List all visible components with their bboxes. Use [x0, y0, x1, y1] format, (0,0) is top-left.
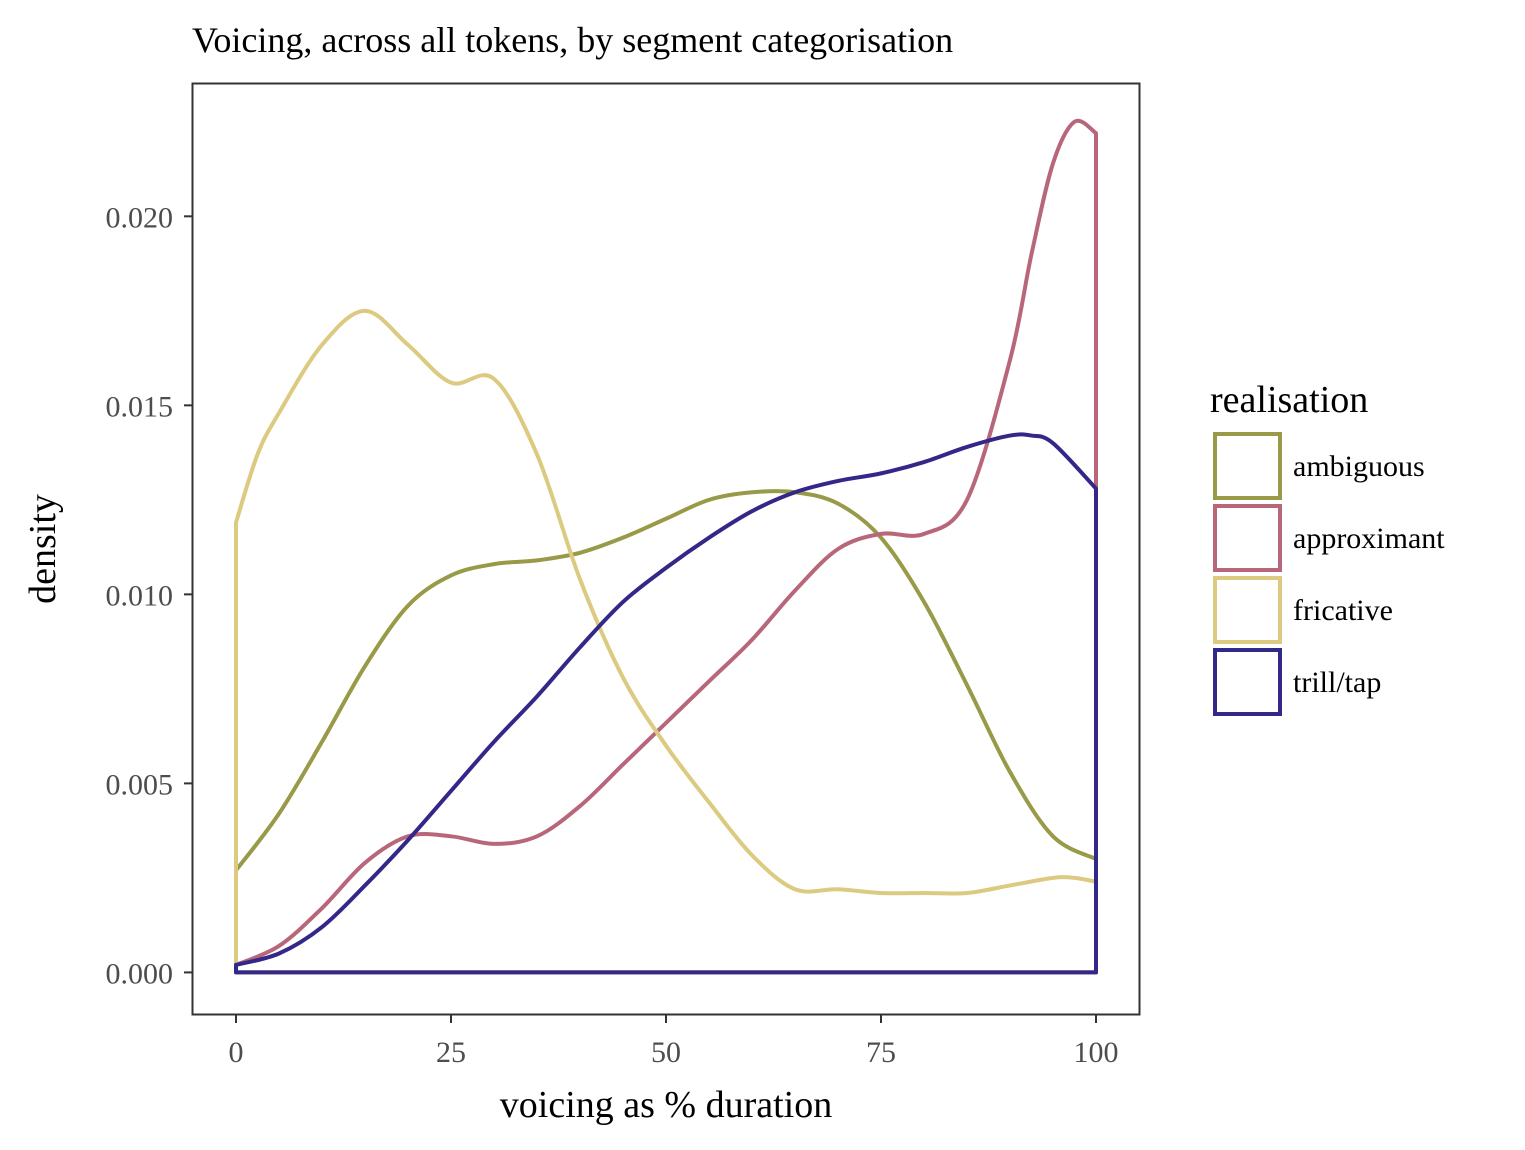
series-fricative-line [234, 308, 1098, 975]
x-axis-title: voicing as % duration [500, 1084, 832, 1126]
plot-panel [191, 82, 1141, 1016]
y-axis: 0.000 0.005 0.010 0.015 0.020 [106, 201, 193, 990]
series-ambiguous-line [234, 489, 1098, 975]
legend-label: fricative [1293, 594, 1393, 627]
x-tick-label: 50 [651, 1036, 681, 1069]
y-tick-label: 0.005 [106, 768, 174, 801]
legend-key-trill-tap [1213, 648, 1282, 716]
legend: realisation ambiguous approximant fricativ… [1210, 379, 1445, 716]
legend-label: trill/tap [1293, 666, 1381, 699]
y-tick-label: 0.010 [106, 579, 174, 612]
legend-label: approximant [1293, 522, 1445, 555]
y-tick-label: 0.020 [106, 201, 174, 234]
legend-keys: ambiguous approximant fricative trill/tap [1213, 432, 1445, 716]
y-tick-label: 0.000 [106, 957, 174, 990]
x-tick-label: 25 [436, 1036, 466, 1069]
x-tick-label: 75 [866, 1036, 896, 1069]
legend-title: realisation [1210, 379, 1368, 421]
legend-key-approximant [1213, 504, 1282, 572]
series-layer [234, 118, 1098, 975]
series-approximant-line [234, 118, 1098, 975]
x-tick-label: 100 [1074, 1036, 1119, 1069]
legend-key-ambiguous [1213, 432, 1282, 500]
x-tick-label: 0 [229, 1036, 244, 1069]
y-tick-label: 0.015 [106, 390, 174, 423]
x-axis: 0 25 50 75 100 [229, 1014, 1119, 1069]
legend-label: ambiguous [1293, 450, 1425, 483]
series-trill-tap-line [234, 432, 1098, 975]
y-axis-title: density [22, 494, 64, 604]
legend-key-fricative [1213, 576, 1282, 644]
chart-title: Voicing, across all tokens, by segment c… [192, 20, 953, 60]
